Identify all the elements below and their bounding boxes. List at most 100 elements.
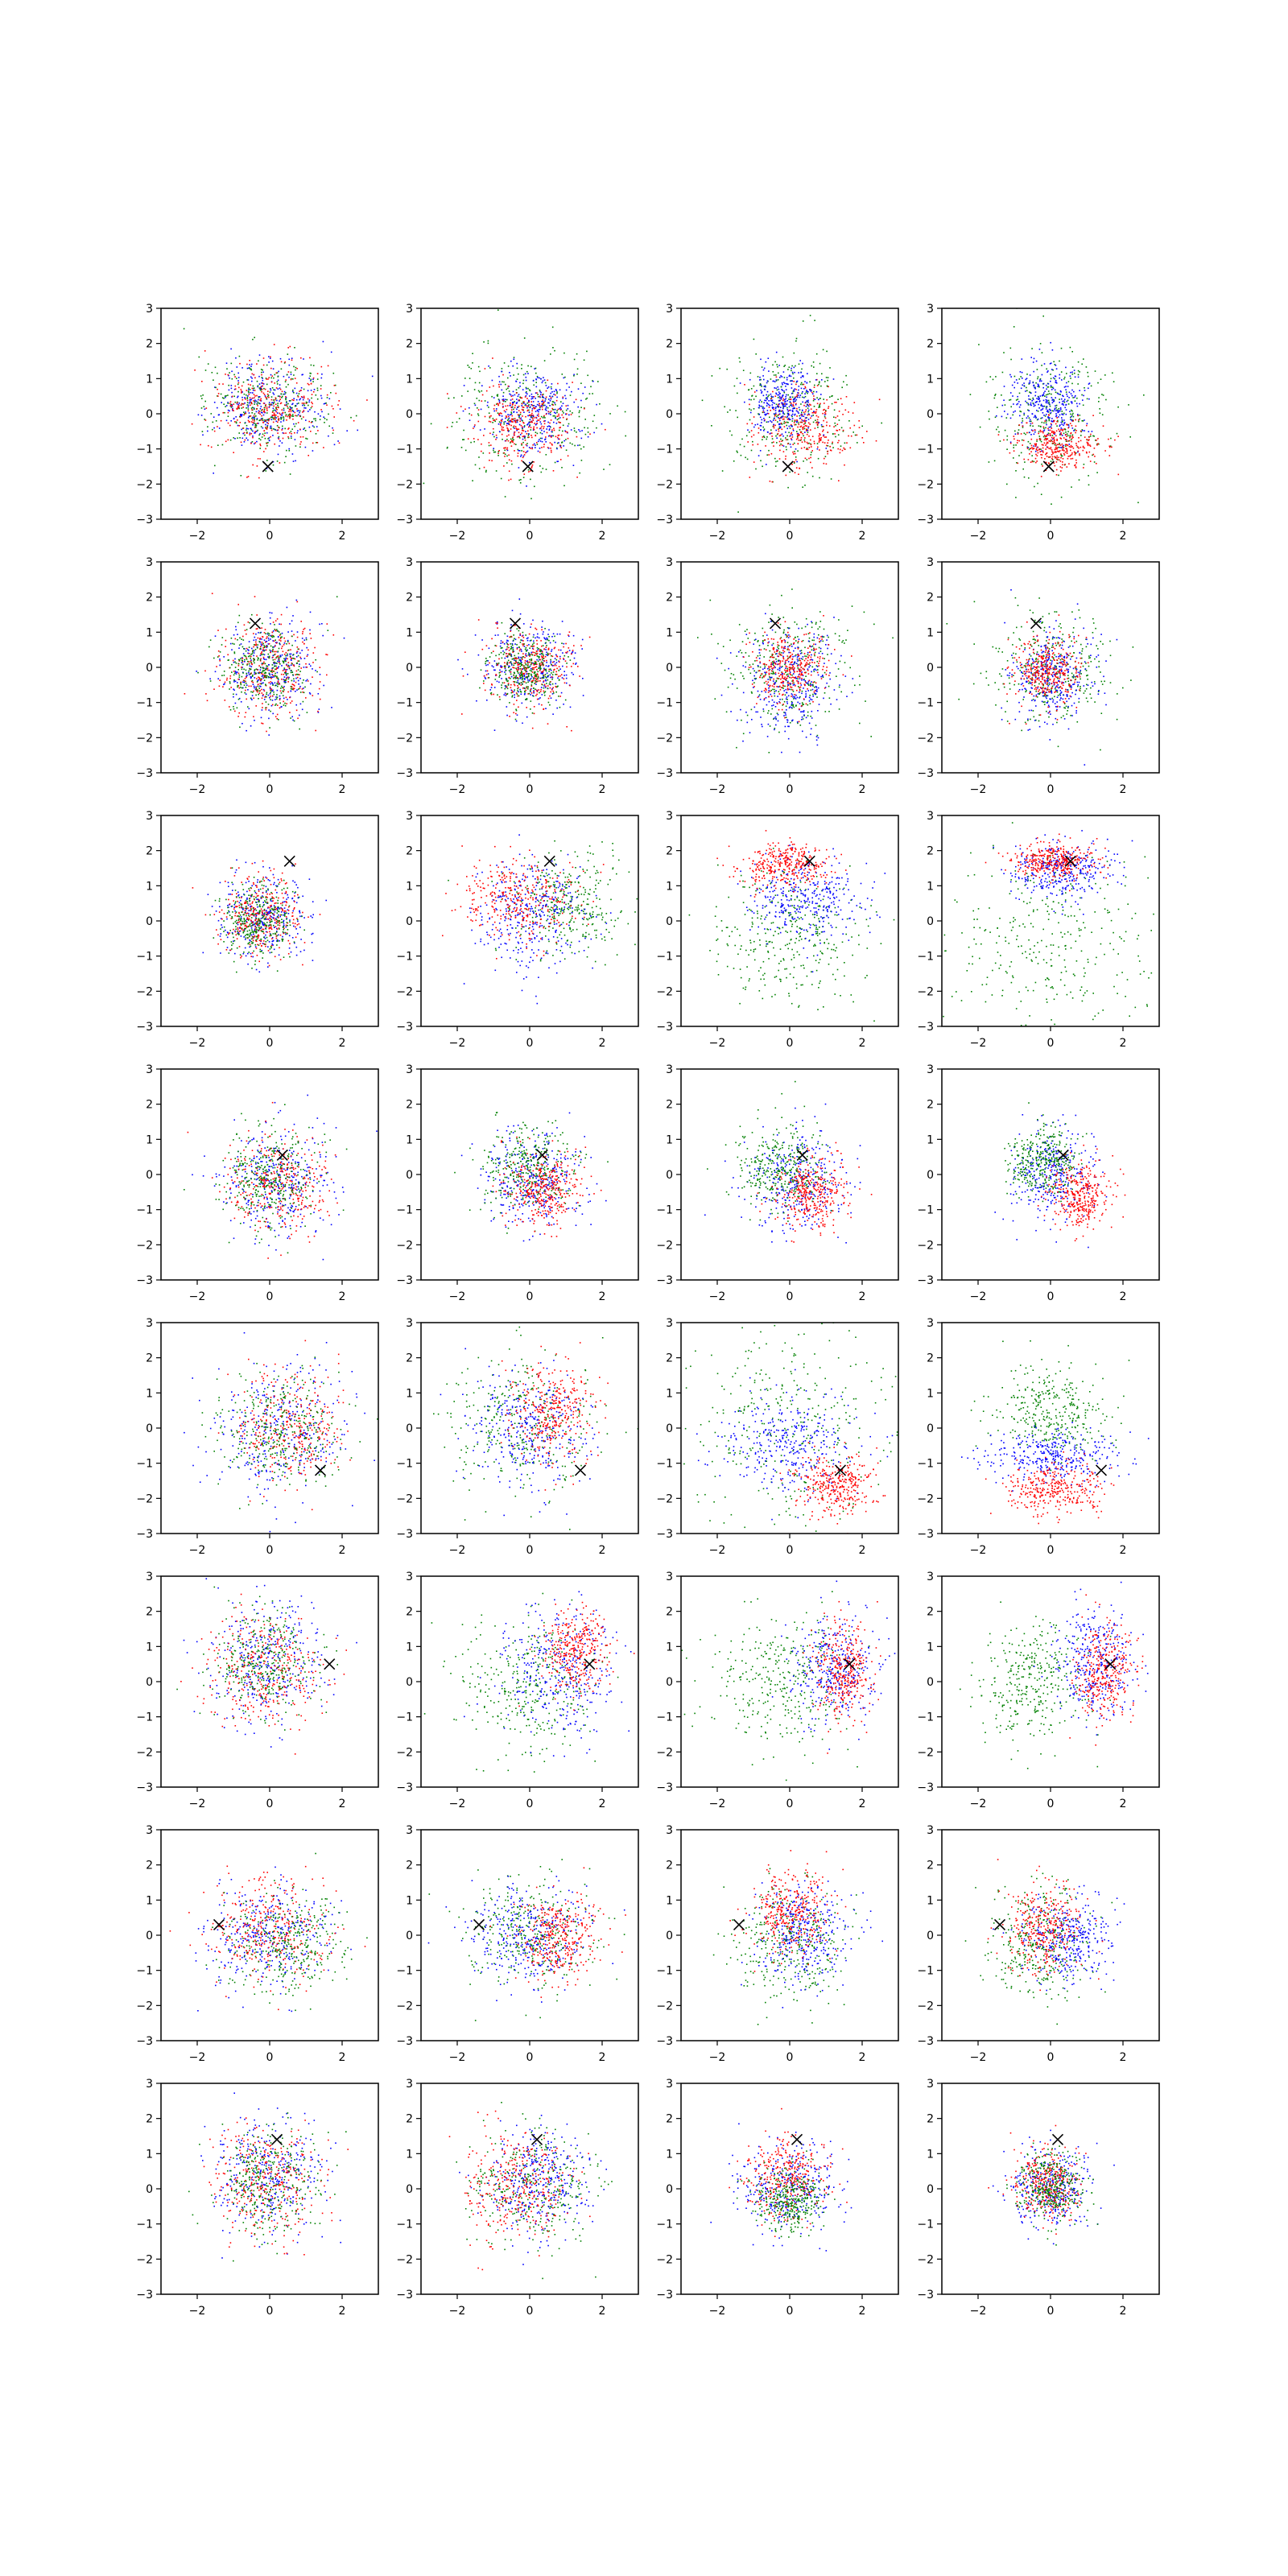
data-point	[255, 694, 257, 696]
data-point	[502, 398, 503, 401]
data-point	[813, 390, 815, 393]
data-point	[271, 671, 273, 673]
data-point	[246, 399, 249, 402]
data-point	[797, 411, 799, 413]
data-point	[1061, 435, 1063, 436]
data-point	[252, 416, 254, 419]
data-point	[269, 696, 270, 699]
data-point	[1050, 448, 1051, 450]
data-point	[204, 670, 206, 672]
data-point	[556, 442, 559, 444]
data-point	[233, 388, 236, 390]
data-point	[795, 403, 797, 406]
data-point	[1018, 406, 1021, 408]
data-point	[229, 405, 232, 407]
data-point	[229, 439, 232, 441]
data-point	[793, 398, 795, 399]
data-point	[576, 374, 578, 375]
data-point	[774, 419, 777, 421]
data-point	[487, 340, 489, 342]
data-point	[539, 437, 542, 440]
data-point	[760, 378, 762, 381]
data-point	[769, 481, 771, 482]
data-point	[1042, 394, 1045, 396]
data-point	[533, 415, 535, 417]
data-point	[1058, 459, 1060, 461]
data-point	[1061, 455, 1063, 457]
data-point	[476, 398, 478, 399]
data-point	[247, 427, 249, 430]
data-point	[793, 381, 795, 382]
data-point	[1067, 457, 1069, 460]
data-point	[252, 691, 254, 693]
data-point	[1096, 444, 1098, 446]
data-point	[316, 442, 319, 444]
data-point	[237, 395, 239, 398]
data-point	[774, 381, 776, 382]
data-point	[287, 353, 289, 355]
data-point	[1055, 415, 1057, 418]
data-point	[807, 443, 809, 444]
data-point	[290, 411, 292, 413]
data-point	[238, 432, 240, 434]
data-point	[451, 425, 453, 427]
data-point	[235, 421, 237, 423]
data-point	[1019, 404, 1022, 406]
data-point	[547, 426, 549, 427]
data-point	[539, 402, 540, 405]
data-point	[1030, 438, 1033, 440]
data-point	[1040, 409, 1042, 411]
data-point	[303, 395, 305, 398]
data-point	[755, 468, 757, 470]
data-point	[1059, 431, 1061, 432]
data-point	[280, 393, 282, 395]
data-point	[776, 437, 778, 439]
data-point	[789, 427, 791, 429]
data-point	[797, 437, 799, 440]
data-point	[510, 440, 512, 443]
data-point	[835, 425, 836, 427]
data-point	[1030, 423, 1032, 425]
data-point	[1051, 424, 1052, 426]
data-point	[283, 658, 285, 659]
data-point	[528, 436, 530, 438]
data-point	[261, 688, 262, 691]
data-point	[1028, 383, 1030, 385]
data-point	[276, 629, 278, 630]
data-point	[204, 350, 206, 352]
data-point	[521, 368, 522, 369]
data-point	[255, 705, 257, 707]
data-point	[1055, 443, 1056, 444]
data-point	[1030, 404, 1032, 407]
data-point	[1078, 447, 1080, 449]
data-point	[538, 404, 540, 407]
data-point	[780, 398, 782, 400]
data-point	[533, 417, 535, 419]
data-point	[559, 422, 561, 423]
data-point	[522, 415, 523, 417]
data-point	[270, 403, 271, 406]
data-point	[494, 451, 497, 453]
data-point	[291, 357, 293, 359]
data-point	[1071, 382, 1073, 385]
data-point	[770, 420, 771, 422]
data-point	[513, 432, 515, 435]
data-point	[297, 660, 299, 662]
data-point	[763, 436, 765, 437]
data-point	[1084, 387, 1085, 389]
data-point	[1082, 430, 1084, 431]
data-point	[303, 403, 305, 405]
data-point	[272, 656, 274, 658]
data-point	[235, 673, 237, 675]
data-point	[801, 441, 803, 443]
data-point	[577, 406, 579, 408]
data-point	[517, 414, 519, 416]
data-point	[781, 402, 782, 404]
data-point	[269, 674, 271, 676]
data-point	[790, 425, 792, 427]
x-tick-label: 2	[599, 530, 606, 543]
data-point	[1048, 419, 1050, 420]
data-point	[596, 427, 597, 429]
data-point	[484, 400, 486, 402]
data-point	[270, 704, 273, 707]
